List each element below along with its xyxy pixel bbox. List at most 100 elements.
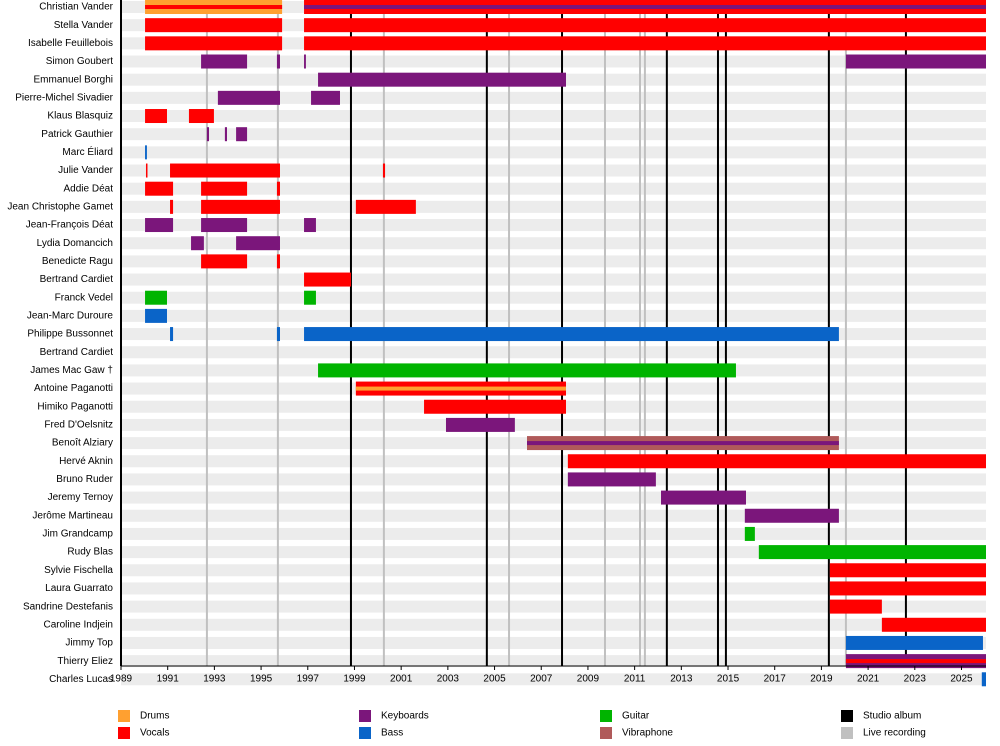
- x-tick-label: 1999: [343, 674, 366, 685]
- membership-bar: [881, 617, 986, 632]
- legend-swatch: [359, 710, 371, 722]
- membership-bar: [236, 127, 248, 142]
- membership-bar: [318, 363, 736, 378]
- row-band: [121, 564, 986, 577]
- member-label: Benoît Alziary: [52, 438, 113, 449]
- row-band: [121, 509, 986, 522]
- row-band: [121, 110, 986, 123]
- membership-bar: [382, 163, 386, 178]
- x-tick-label: 2001: [390, 674, 413, 685]
- member-label: Christian Vander: [39, 2, 113, 13]
- legend-swatch: [359, 727, 371, 739]
- membership-stripe: [527, 441, 839, 446]
- member-label: Addie Déat: [64, 183, 114, 194]
- member-label: Hervé Aknin: [59, 456, 113, 467]
- membership-stripe: [145, 5, 283, 9]
- row-band: [121, 128, 986, 141]
- legend-label: Live recording: [863, 728, 926, 739]
- row-band: [121, 582, 986, 595]
- member-label: Bruno Ruder: [56, 474, 113, 485]
- membership-bar: [145, 109, 167, 124]
- member-label: Charles Lucas: [49, 674, 113, 685]
- membership-bar: [236, 236, 280, 251]
- member-label: Franck Vedel: [55, 292, 113, 303]
- legend-label: Guitar: [622, 711, 650, 722]
- legend-swatch: [600, 710, 612, 722]
- legend-swatch: [118, 710, 130, 722]
- x-tick-label: 2005: [483, 674, 506, 685]
- membership-bar: [145, 145, 147, 160]
- x-tick-label: 2007: [530, 674, 553, 685]
- x-tick-label: 2003: [437, 674, 460, 685]
- membership-bar: [201, 199, 280, 214]
- member-label: Jim Grandcamp: [42, 529, 113, 540]
- x-tick-label: 1989: [110, 674, 133, 685]
- x-tick-label: 2013: [670, 674, 693, 685]
- member-label: Stella Vander: [54, 20, 114, 31]
- membership-bar: [304, 54, 306, 69]
- legend-swatch: [841, 710, 853, 722]
- membership-stripe: [355, 386, 566, 391]
- membership-bar: [191, 236, 204, 251]
- membership-bar: [217, 90, 280, 105]
- member-label: Isabelle Feuillebois: [28, 38, 113, 49]
- membership-bar: [567, 454, 986, 469]
- member-label: Caroline Indjein: [44, 619, 114, 630]
- row-band: [121, 273, 986, 286]
- membership-bar: [304, 218, 316, 233]
- membership-bar: [661, 490, 746, 505]
- membership-bar: [829, 581, 986, 596]
- member-label: Simon Goubert: [46, 56, 113, 67]
- membership-bar: [445, 417, 515, 432]
- row-band: [121, 291, 986, 304]
- membership-bar: [145, 218, 174, 233]
- membership-bar: [224, 127, 227, 142]
- legend-label: Bass: [381, 728, 403, 739]
- member-label: Laura Guarrato: [45, 583, 113, 594]
- legend-swatch: [600, 727, 612, 739]
- membership-bar: [201, 218, 248, 233]
- row-band: [121, 600, 986, 613]
- row-band: [121, 527, 986, 540]
- membership-bar: [744, 526, 755, 541]
- membership-bar: [145, 163, 148, 178]
- membership-bar: [201, 54, 248, 69]
- member-label: Fred D'Oelsnitz: [44, 420, 113, 431]
- member-label: Patrick Gauthier: [41, 129, 113, 140]
- membership-bar: [170, 163, 280, 178]
- member-label: Jerôme Martineau: [32, 510, 113, 521]
- membership-bar: [276, 327, 280, 342]
- legend-swatch: [841, 727, 853, 739]
- membership-bar: [318, 72, 566, 87]
- membership-bar: [276, 181, 280, 196]
- row-band: [121, 237, 986, 250]
- legend-label: Drums: [140, 711, 169, 722]
- membership-bar: [304, 327, 839, 342]
- membership-bar: [145, 290, 167, 305]
- member-label: Rudy Blas: [67, 547, 113, 558]
- membership-bar: [170, 199, 174, 214]
- x-tick-label: 2019: [810, 674, 833, 685]
- membership-bar: [188, 109, 214, 124]
- membership-bar: [424, 399, 566, 414]
- member-label: Bertrand Cardiet: [40, 347, 114, 358]
- legend-label: Keyboards: [381, 711, 429, 722]
- member-label: Sylvie Fischella: [44, 565, 113, 576]
- row-band: [121, 164, 986, 177]
- row-band: [121, 182, 986, 195]
- member-label: Lydia Domancich: [37, 238, 113, 249]
- membership-bar: [744, 508, 839, 523]
- x-tick-label: 2009: [577, 674, 600, 685]
- member-label: Jean-Marc Duroure: [27, 311, 114, 322]
- x-tick-label: 1993: [203, 674, 226, 685]
- row-band: [121, 473, 986, 486]
- member-label: Benedicte Ragu: [42, 256, 113, 267]
- x-tick-label: 2017: [764, 674, 787, 685]
- membership-bar: [829, 599, 882, 614]
- membership-bar: [304, 18, 986, 33]
- membership-bar: [276, 54, 280, 69]
- row-band: [121, 200, 986, 213]
- x-tick-label: 1991: [157, 674, 180, 685]
- membership-bar: [845, 635, 983, 650]
